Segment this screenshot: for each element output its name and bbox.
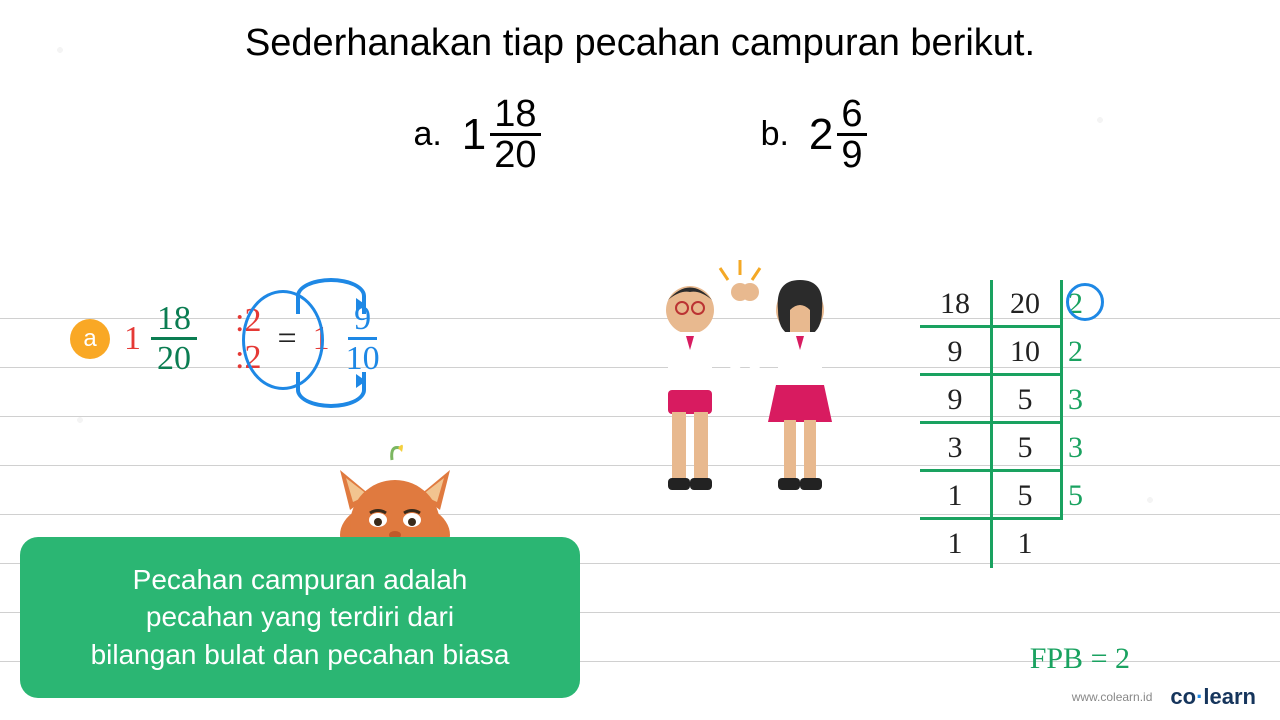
ladder-cell-b: 5 [990, 383, 1060, 417]
footer: www.colearn.id co·learn [1072, 684, 1256, 710]
work-a-ops: :2 :2 [235, 302, 261, 377]
note-line-2: pecahan yang terdiri dari [48, 598, 552, 636]
problem-a: a. 1 18 20 [413, 95, 540, 174]
note-line-1: Pecahan campuran adalah [48, 561, 552, 599]
footer-url: www.colearn.id [1072, 690, 1153, 704]
ladder-cell-a: 1 [920, 479, 990, 513]
ladder-cell-a: 18 [920, 287, 990, 321]
logo-part-b: learn [1203, 684, 1256, 709]
work-a-equals: = [277, 320, 296, 358]
ladder-row: 18202 [920, 280, 1200, 328]
ladder-cell-b: 10 [990, 335, 1060, 369]
work-a-whole-in: 1 [124, 320, 141, 358]
ladder-row: 11 [920, 520, 1200, 568]
ladder-cell-a: 1 [920, 527, 990, 561]
ladder-cell-divisor: 2 [1060, 287, 1110, 321]
note-line-3: bilangan bulat dan pecahan biasa [48, 636, 552, 674]
ladder-cell-b: 5 [990, 479, 1060, 513]
ladder-cell-a: 9 [920, 335, 990, 369]
work-a-num-in: 18 [151, 300, 197, 340]
problem-a-num: 18 [490, 95, 540, 136]
arc-arrow-top-icon [296, 278, 366, 314]
note-box: Pecahan campuran adalah pecahan yang ter… [20, 537, 580, 698]
worked-example-a: a 1 18 20 :2 :2 = 1 9 10 [70, 300, 386, 378]
problem-a-label: a. [413, 115, 441, 154]
factor-ladder: 18202910295335315511 [920, 280, 1200, 568]
badge-a: a [70, 319, 110, 359]
work-a-op-top: :2 [235, 302, 261, 339]
fpb-label: FPB = 2 [1030, 642, 1130, 676]
problem-b-label: b. [761, 115, 789, 154]
ladder-cell-divisor: 3 [1060, 383, 1110, 417]
logo-part-a: co [1170, 684, 1196, 709]
ladder-row: 953 [920, 376, 1200, 424]
ladder-cell-a: 3 [920, 431, 990, 465]
work-a-den-in: 20 [151, 340, 197, 377]
problem-b-den: 9 [837, 136, 866, 174]
ladder-cell-b: 5 [990, 431, 1060, 465]
problem-row: a. 1 18 20 b. 2 6 9 [0, 95, 1280, 174]
ladder-row: 9102 [920, 328, 1200, 376]
work-a-op-bot: :2 [235, 339, 261, 376]
ladder-cell-b: 1 [990, 527, 1060, 561]
ladder-cell-a: 9 [920, 383, 990, 417]
work-a-whole-out: 1 [313, 320, 330, 358]
ladder-cell-divisor: 2 [1060, 335, 1110, 369]
ladder-row: 155 [920, 472, 1200, 520]
problem-a-fraction: 18 20 [490, 95, 540, 174]
ladder-cell-divisor: 3 [1060, 431, 1110, 465]
problem-a-mixed: 1 18 20 [462, 95, 541, 174]
students-illustration [600, 250, 890, 520]
headline: Sederhanakan tiap pecahan campuran berik… [0, 22, 1280, 65]
problem-a-whole: 1 [462, 110, 486, 160]
brand-logo: co·learn [1170, 684, 1256, 710]
arc-arrow-bottom-icon [296, 372, 366, 408]
problem-b-num: 6 [837, 95, 866, 136]
ladder-cell-b: 20 [990, 287, 1060, 321]
problem-a-den: 20 [490, 136, 540, 174]
work-a-fraction-in: 18 20 [151, 300, 197, 378]
problem-b-whole: 2 [809, 110, 833, 160]
problem-b: b. 2 6 9 [761, 95, 867, 174]
ladder-cell-divisor: 5 [1060, 479, 1110, 513]
problem-b-mixed: 2 6 9 [809, 95, 867, 174]
ladder-row: 353 [920, 424, 1200, 472]
problem-b-fraction: 6 9 [837, 95, 866, 174]
